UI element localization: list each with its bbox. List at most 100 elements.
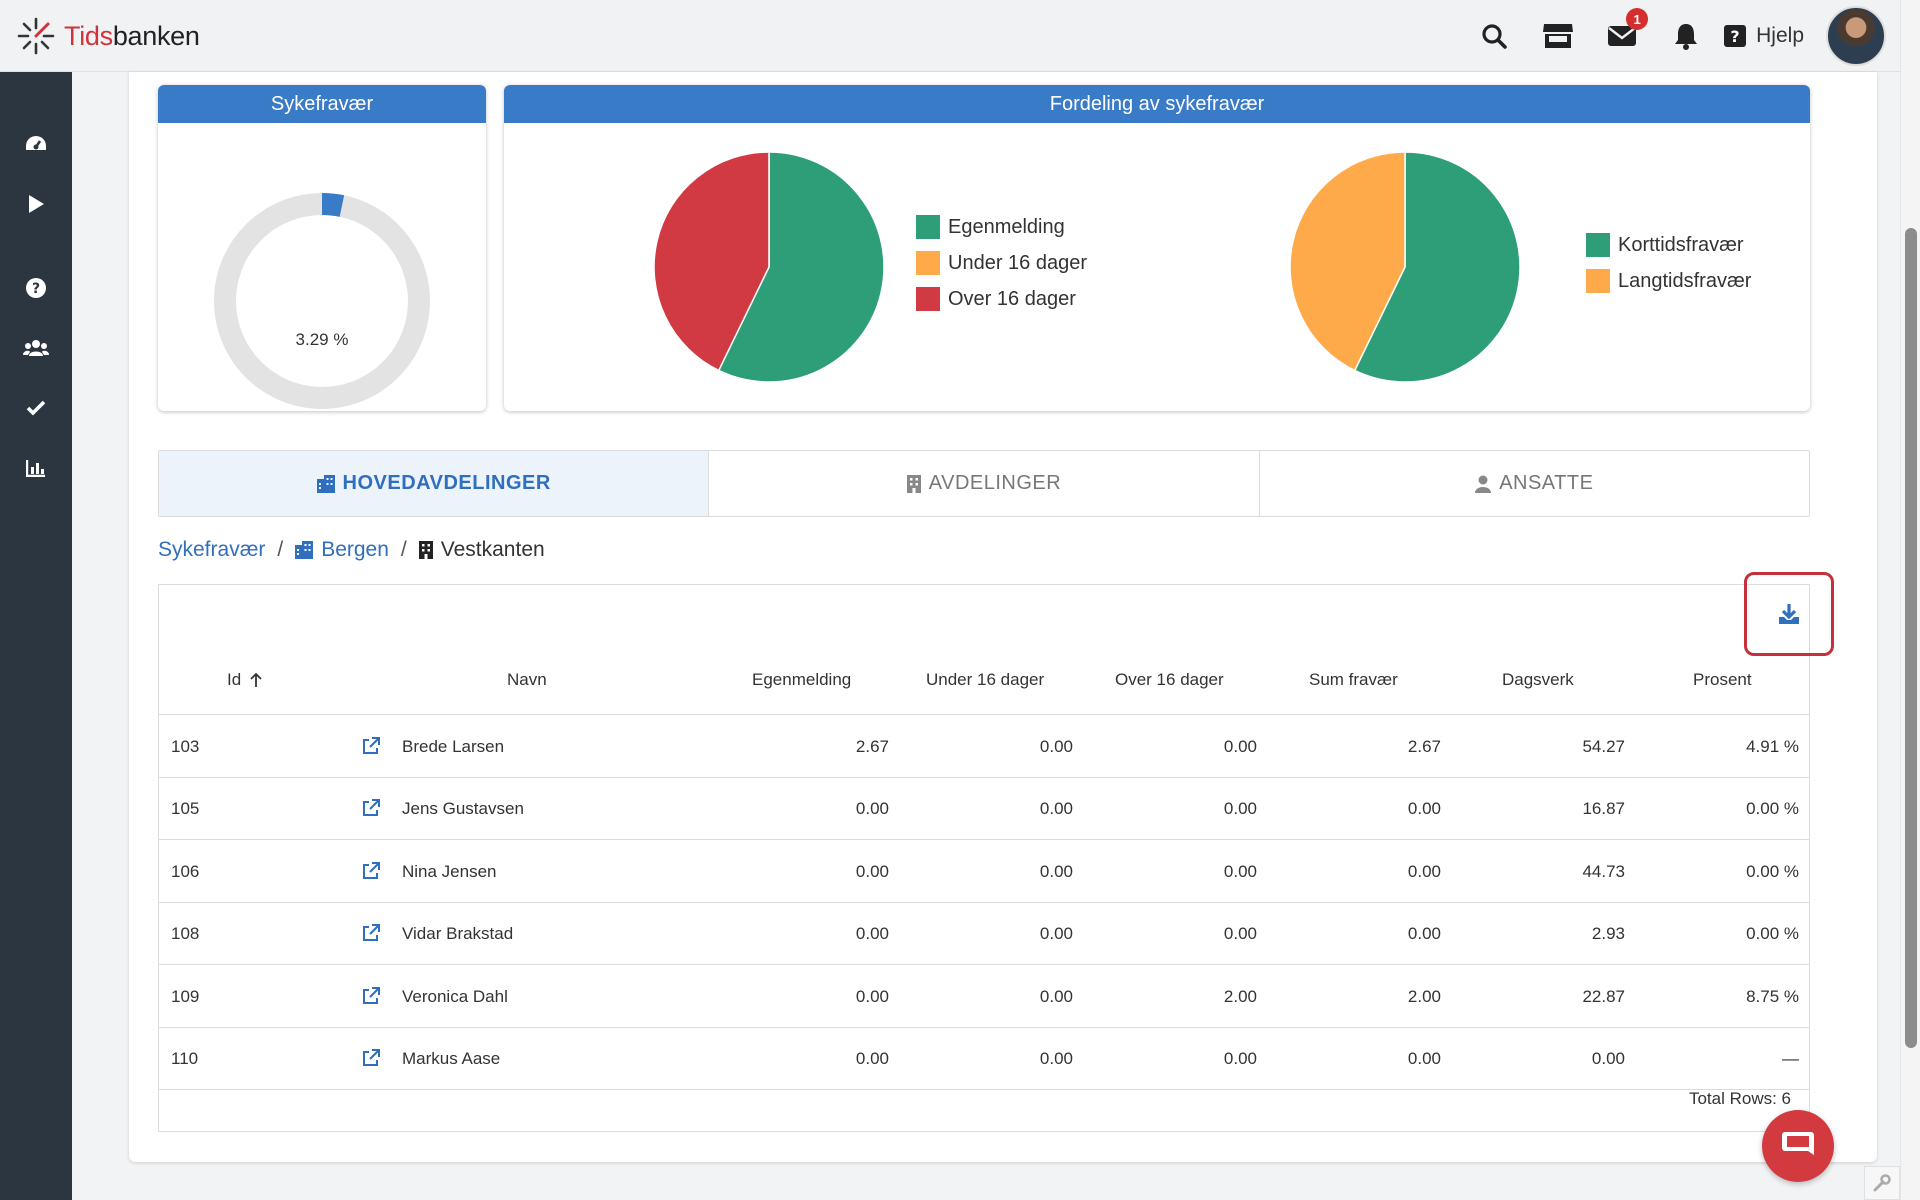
pie-slice-korttidsfravær[interactable] [1353,151,1521,383]
legend-item-over-16[interactable]: Over 16 dager [916,281,1087,317]
tab-avdelinger[interactable]: AVDELINGER [709,451,1260,516]
table-row[interactable]: 103 Brede Larsen 2.67 0.00 0.00 2.67 54.27 4.91… [159,716,1809,778]
sick-leave-donut [214,193,430,409]
chat-button[interactable] [1762,1110,1834,1182]
user-avatar[interactable] [1826,6,1886,66]
pie1-legend: Egenmelding Under 16 dager Over 16 dager [916,209,1087,317]
breadcrumb: Sykefravær / Bergen / Vestkanten [158,536,545,564]
brand-name: Tidsbanken [64,20,200,51]
download-button[interactable] [1744,572,1834,656]
legend-item-under-16[interactable]: Under 16 dager [916,245,1087,281]
mail-badge: 1 [1626,8,1649,30]
breadcrumb-root[interactable]: Sykefravær [158,538,266,561]
legend-item-egenmelding[interactable]: Egenmelding [916,209,1087,245]
cell-egenmelding: 0.00 [855,799,889,819]
help-icon[interactable]: ? [0,260,72,316]
cell-name: Vidar Brakstad [402,924,514,944]
cell-under-16: 0.00 [1039,1049,1073,1068]
cell-dagsverk: 0.00 [1591,1049,1625,1068]
mail-icon[interactable]: 1 [1590,0,1654,72]
column-header-prosent[interactable]: Prosent [1693,670,1752,689]
pie-slice-egenmelding[interactable] [717,151,885,383]
sick-leave-title: Sykefravær [158,85,486,123]
pie2-legend: Korttidsfravær Langtidsfravær [1586,227,1751,299]
tab-label: ANSATTE [1499,472,1594,494]
cell-dagsverk: 2.93 [1591,924,1625,944]
pie-slice-langtidsfravær[interactable] [1289,151,1406,372]
users-icon[interactable] [0,320,72,376]
cell-name: Jens Gustavsen [402,799,524,819]
dashboard-icon[interactable] [0,116,72,172]
legend-item-korttid[interactable]: Korttidsfravær [1586,227,1751,263]
column-header-dagsverk[interactable]: Dagsverk [1502,670,1574,689]
column-header-navn[interactable]: Navn [507,670,547,689]
scrollbar[interactable] [1900,0,1920,1200]
cell-dagsverk: 16.87 [1582,799,1625,819]
cell-prosent: — [1782,1049,1799,1068]
scrollbar-thumb[interactable] [1905,228,1917,1048]
legend-swatch [1586,269,1610,293]
cell-name: Brede Larsen [402,737,505,756]
breadcrumb-level1[interactable]: Bergen [321,538,389,561]
cell-name: Nina Jensen [402,861,497,881]
building-icon [316,474,335,493]
column-header-sum[interactable]: Sum fravær [1309,670,1398,689]
column-header-under-16[interactable]: Under 16 dager [926,670,1045,689]
tab-label: HOVEDAVDELINGER [342,472,551,494]
external-link-icon[interactable] [362,986,380,1005]
person-icon [1475,475,1492,493]
external-link-icon[interactable] [362,924,380,942]
table-row[interactable]: 105 Jens Gustavsen 0.00 0.00 0.00 0.00 16.87 0.… [159,778,1809,841]
column-header-id[interactable]: Id [227,645,263,715]
store-icon[interactable] [1526,0,1590,72]
table-row[interactable]: 109 Veronica Dahl 0.00 0.00 2.00 2.00 22.87 8.7… [159,966,1809,1028]
external-link-icon[interactable] [362,861,380,880]
distribution-panel: Fordeling av sykefravær Egenmelding Unde… [504,85,1810,411]
cell-sum: 0.00 [1407,1049,1441,1068]
legend-label: Langtidsfravær [1618,269,1752,292]
pie-slice-over-16-dager[interactable] [653,151,770,372]
cell-egenmelding: 2.67 [855,737,889,756]
external-link-icon[interactable] [362,1049,380,1067]
cell-sum: 0.00 [1407,799,1441,819]
play-icon[interactable] [0,176,72,232]
cell-id: 108 [171,924,200,944]
column-header-egenmelding[interactable]: Egenmelding [752,670,852,689]
table-header: Id Navn Egenmelding Under 16 dager Over … [159,645,1809,715]
legend-swatch [916,287,940,311]
cell-under-16: 0.00 [1039,799,1073,819]
cell-under-16: 0.00 [1039,986,1073,1006]
breadcrumb-current: Vestkanten [440,538,545,561]
breadcrumb-separator: / [400,538,407,561]
bell-icon[interactable] [1654,0,1718,72]
legend-item-langtid[interactable]: Langtidsfravær [1586,263,1751,299]
cell-over-16: 0.00 [1223,799,1257,819]
legend-swatch [1586,233,1610,257]
column-header-over-16[interactable]: Over 16 dager [1115,670,1224,689]
check-icon[interactable] [0,380,72,436]
distribution-pie-duration [1289,151,1521,383]
external-link-icon[interactable] [362,737,380,755]
cell-egenmelding: 0.00 [855,861,889,881]
table-row[interactable]: 108 Vidar Brakstad 0.00 0.00 0.00 0.00 2.93 0.0… [159,903,1809,966]
cell-under-16: 0.00 [1039,924,1073,944]
help-label: Hjelp [1756,24,1804,47]
search-icon[interactable] [1462,0,1526,72]
table-row[interactable]: 106 Nina Jensen 0.00 0.00 0.00 0.00 44.73 0.00 … [159,841,1809,903]
tab-label: AVDELINGER [928,472,1062,494]
wrench-icon[interactable] [1864,1166,1900,1200]
cell-sum: 0.00 [1407,861,1441,881]
office-icon [906,474,921,493]
help-link[interactable]: ? Hjelp [1718,0,1816,72]
tab-ansatte[interactable]: ANSATTE [1260,451,1809,516]
external-link-icon[interactable] [362,799,380,817]
cell-id: 105 [171,799,200,819]
table-row[interactable]: 110 Markus Aase 0.00 0.00 0.00 0.00 0.00 — [159,1028,1809,1090]
chart-icon[interactable] [0,440,72,496]
logo[interactable]: Tidsbanken [16,16,200,56]
donut-value-arc [321,193,345,217]
cell-sum: 2.67 [1407,737,1441,756]
cell-under-16: 0.00 [1039,737,1073,756]
tab-hovedavdelinger[interactable]: HOVEDAVDELINGER [159,451,710,516]
cell-egenmelding: 0.00 [855,1049,889,1068]
